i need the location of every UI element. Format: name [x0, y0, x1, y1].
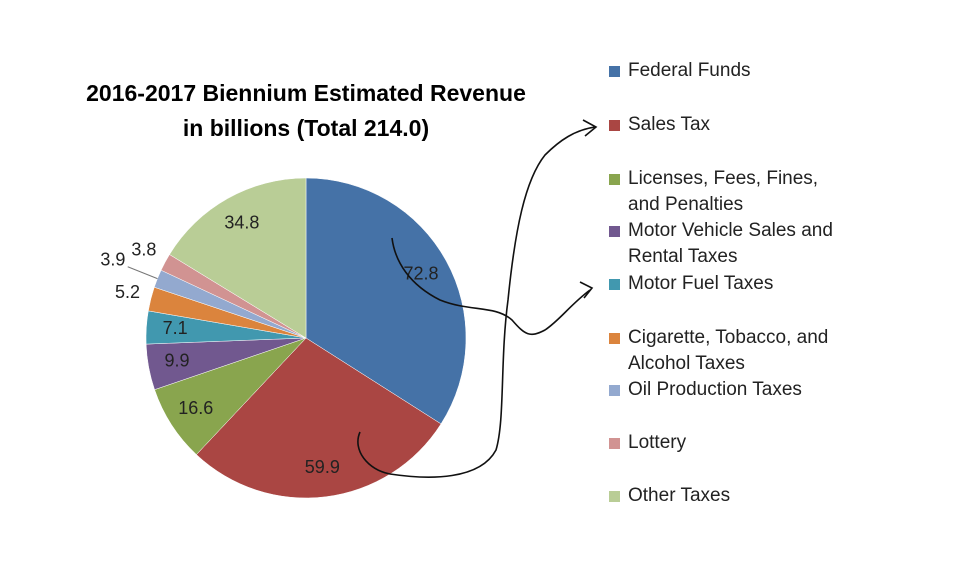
legend-swatch — [609, 385, 620, 396]
legend-swatch — [609, 333, 620, 344]
legend-swatch — [609, 66, 620, 77]
legend-item: Federal Funds — [609, 58, 841, 84]
legend-swatch — [609, 491, 620, 502]
legend-item: Cigarette, Tobacco, and Alcohol Taxes — [609, 325, 841, 377]
data-label: 9.9 — [164, 351, 189, 371]
legend-item: Motor Vehicle Sales and Rental Taxes — [609, 218, 841, 270]
legend-item: Licenses, Fees, Fines, and Penalties — [609, 166, 841, 218]
data-label: 16.6 — [178, 398, 213, 418]
legend-swatch — [609, 226, 620, 237]
data-label: 3.8 — [131, 240, 156, 260]
data-label: 72.8 — [403, 264, 438, 284]
pie-slice — [169, 177, 307, 339]
pie: 72.8 59.9 16.6 9.9 7.1 5.2 3.9 3.8 34.8 — [100, 177, 467, 499]
legend-label: Lottery — [628, 432, 687, 453]
data-label: 34.8 — [224, 212, 259, 232]
data-label: 5.2 — [115, 282, 140, 302]
legend-label: Motor Fuel Taxes — [628, 273, 774, 294]
legend-label: Motor Vehicle Sales and Rental Taxes — [628, 220, 833, 267]
data-label: 7.1 — [163, 318, 188, 338]
data-label: 59.9 — [305, 457, 340, 477]
data-label: 3.9 — [100, 250, 125, 270]
chart-title: 2016-2017 Biennium Estimated Revenue — [86, 80, 526, 106]
legend-item: Lottery — [609, 430, 841, 456]
leader-line — [127, 266, 158, 280]
legend-label: Licenses, Fees, Fines, and Penalties — [628, 168, 819, 215]
legend-label: Other Taxes — [628, 485, 731, 506]
legend-item: Sales Tax — [609, 112, 841, 138]
legend-swatch — [609, 174, 620, 185]
legend-label: Oil Production Taxes — [628, 379, 802, 400]
legend-swatch — [609, 279, 620, 290]
legend-label: Sales Tax — [628, 114, 711, 135]
pie-slice — [196, 337, 442, 499]
chart-subtitle: in billions (Total 214.0) — [183, 115, 429, 141]
legend-item: Other Taxes — [609, 483, 841, 509]
annotation-arrows — [357, 119, 598, 478]
legend-item: Motor Fuel Taxes — [609, 271, 841, 297]
legend-label: Federal Funds — [628, 60, 751, 81]
legend-item: Oil Production Taxes — [609, 377, 841, 403]
legend-label: Cigarette, Tobacco, and Alcohol Taxes — [628, 327, 829, 374]
legend-swatch — [609, 438, 620, 449]
pie-slice — [305, 177, 467, 425]
legend-swatch — [609, 120, 620, 131]
